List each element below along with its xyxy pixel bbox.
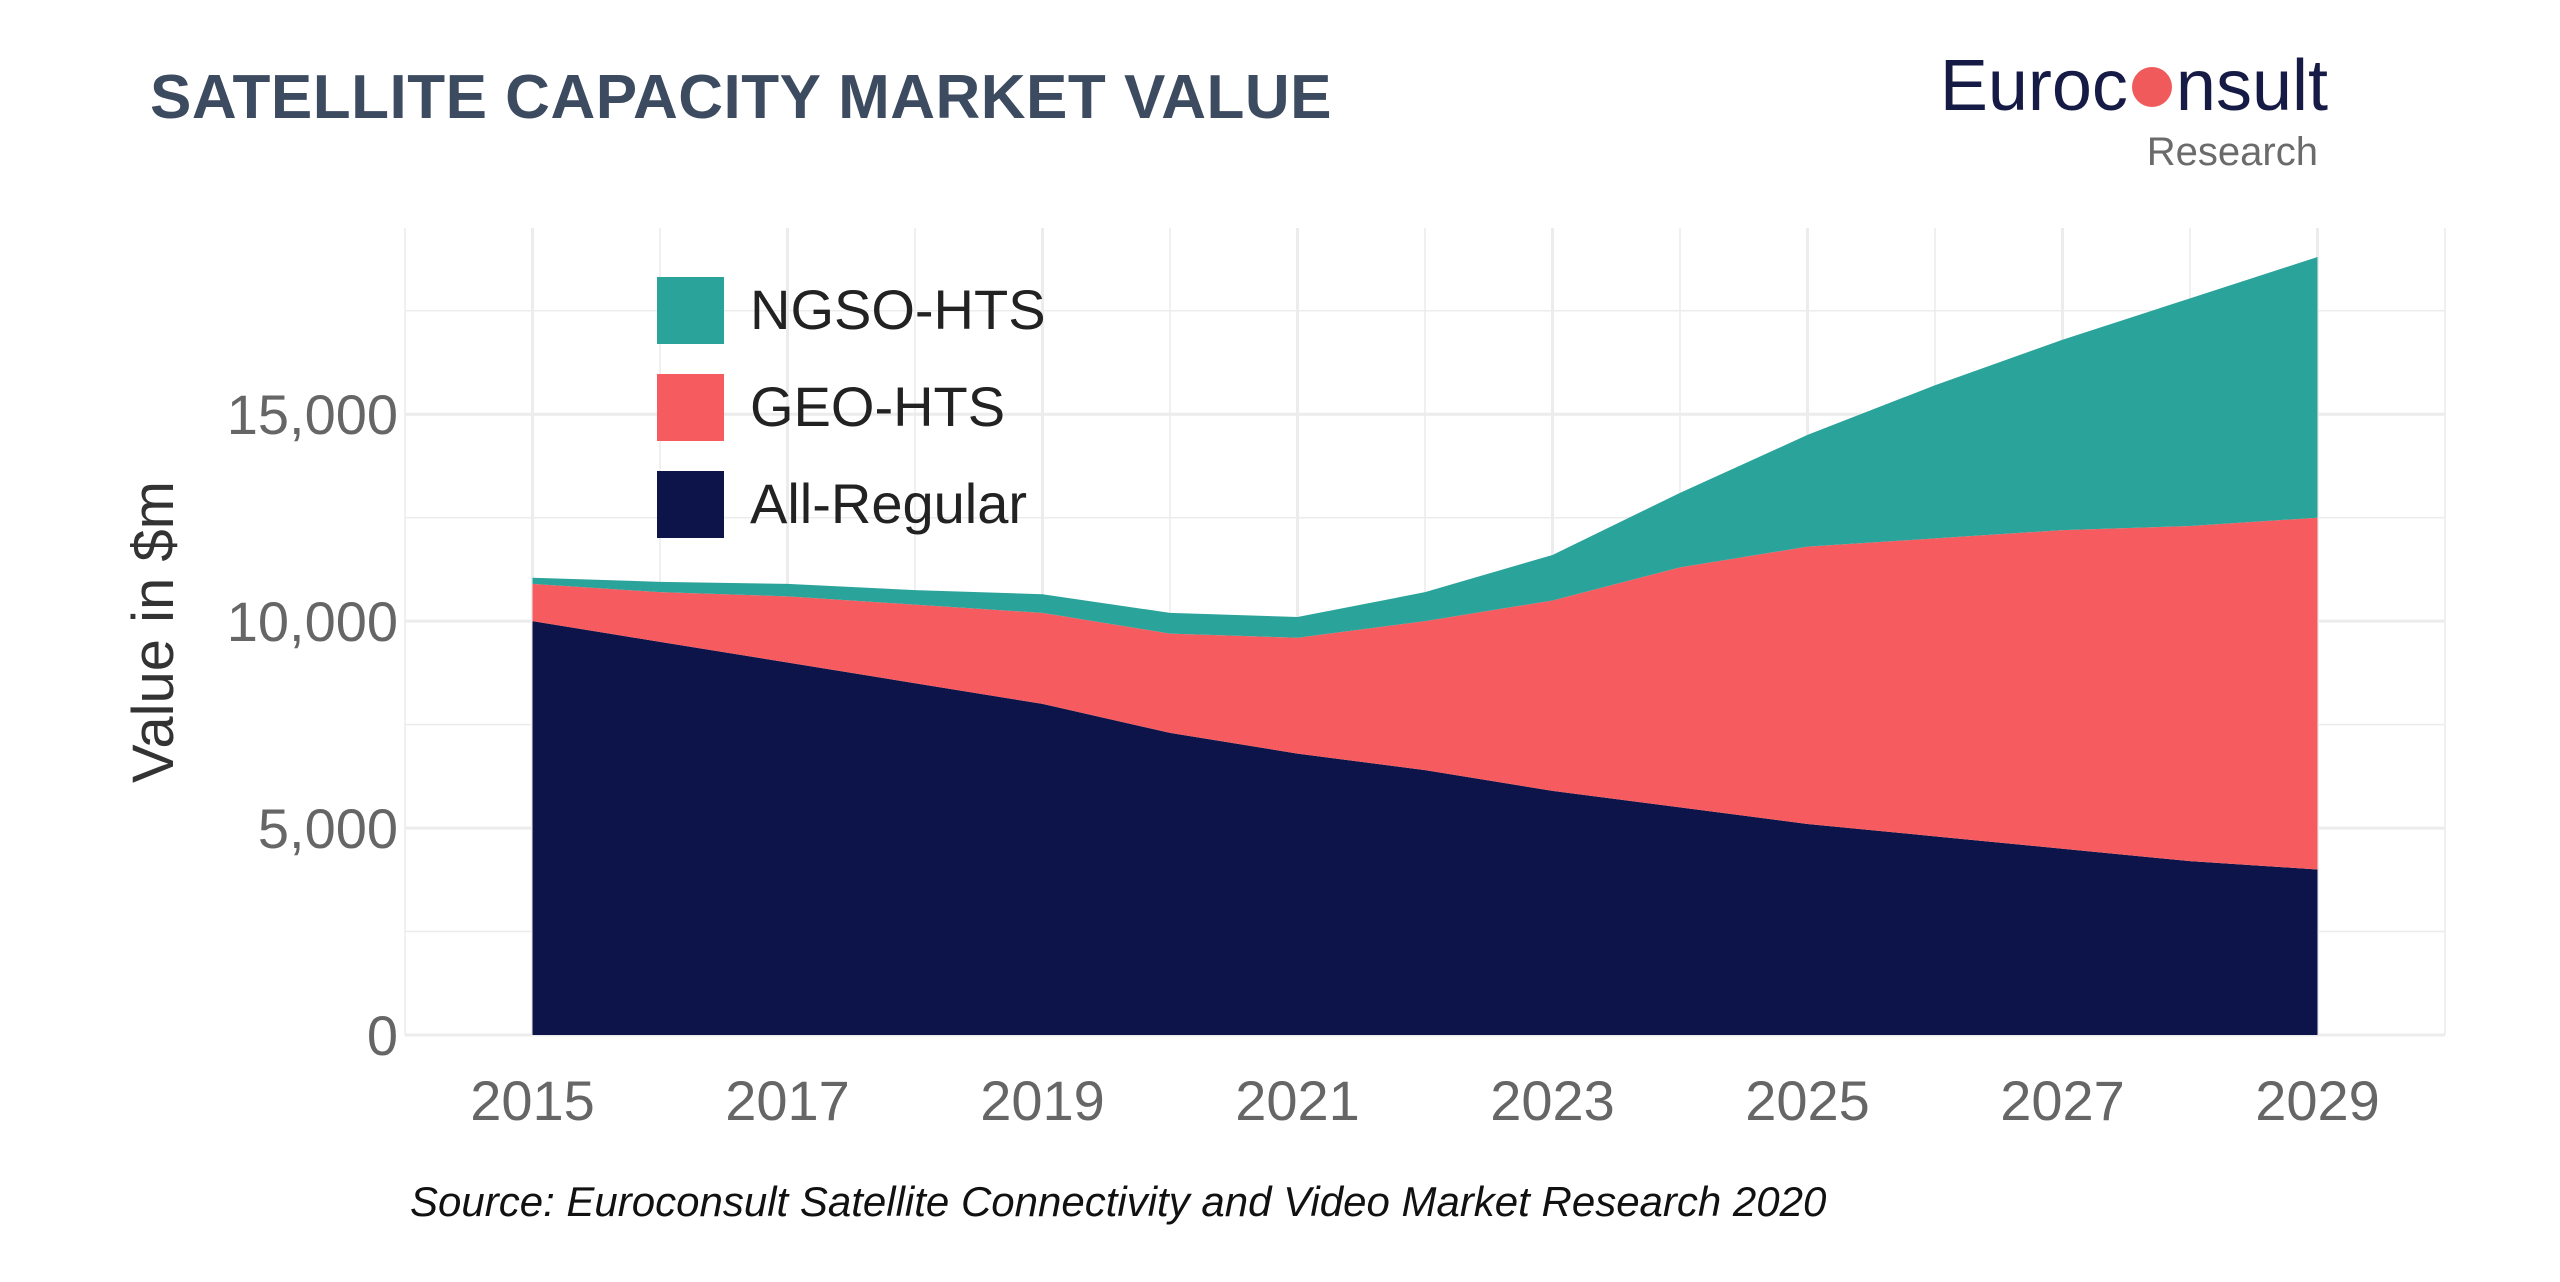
area-geo-hts [532, 517, 2318, 870]
x-tick-label: 2029 [2255, 1069, 2380, 1132]
logo-word-part1: Euroc [1939, 46, 2128, 126]
legend-label-geo-hts: GEO-HTS [750, 375, 1005, 438]
y-tick-label: 5,000 [258, 797, 398, 860]
area-ngso-hts [532, 256, 2318, 638]
legend-label-all-regular: All-Regular [750, 472, 1027, 535]
x-tick-label: 2021 [1235, 1069, 1360, 1132]
x-tick-label: 2027 [2000, 1069, 2125, 1132]
x-tick-label: 2025 [1745, 1069, 1870, 1132]
x-tick-label: 2017 [725, 1069, 850, 1132]
legend-label-ngso-hts: NGSO-HTS [750, 278, 1046, 341]
y-axis-label: Value in $m [121, 481, 186, 783]
legend-swatch-geo-hts [657, 374, 724, 441]
chart-areas [532, 256, 2318, 1035]
y-tick-label: 10,000 [227, 590, 398, 653]
legend-swatch-all-regular [657, 471, 724, 538]
logo-subtitle: Research [2146, 130, 2318, 174]
area-all-regular [532, 621, 2318, 1035]
chart-title: SATELLITE CAPACITY MARKET VALUE [150, 63, 1333, 132]
chart-axes: 2015 2017 2019 2021 2023 2025 2027 2029 0 5,000 10… [121, 383, 2380, 1132]
logo-wordmark: Euroc nsult [1940, 50, 2328, 122]
x-tick-label: 2023 [1490, 1069, 1615, 1132]
logo-dot-icon [2131, 66, 2172, 107]
y-tick-label: 15,000 [227, 383, 398, 446]
source-note: Source: Euroconsult Satellite Connectivi… [410, 1178, 1827, 1225]
x-tick-label: 2019 [980, 1069, 1105, 1132]
y-tick-label: 0 [367, 1004, 398, 1067]
chart-legend: NGSO-HTS GEO-HTS All-Regular [657, 277, 1046, 538]
euroconsult-logo: Euroc nsult Research [1908, 50, 2328, 190]
x-tick-label: 2015 [470, 1069, 595, 1132]
logo-word-part2: nsult [2175, 46, 2328, 126]
legend-swatch-ngso-hts [657, 277, 724, 344]
